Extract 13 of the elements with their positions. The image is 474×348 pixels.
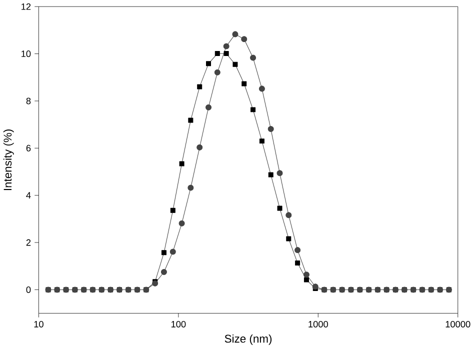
y-tick-label: 4 [26, 192, 31, 198]
y-tick-label: 10 [22, 50, 31, 57]
x-tick-label: 10 [34, 320, 44, 328]
y-tick-label: 6 [26, 144, 31, 152]
x-axis-title: Size (nm) [224, 334, 272, 345]
x-tick-label: 10000 [446, 320, 470, 328]
y-axis-title: Intensity (%) [3, 129, 14, 190]
x-tick-label: 100 [171, 320, 186, 328]
y-tick-label: 0 [26, 286, 31, 293]
y-tick-label: 12 [22, 3, 31, 10]
y-tick-label: 8 [26, 98, 31, 104]
x-tick-label: 1000 [308, 320, 328, 328]
y-tick-label: 2 [26, 239, 31, 246]
